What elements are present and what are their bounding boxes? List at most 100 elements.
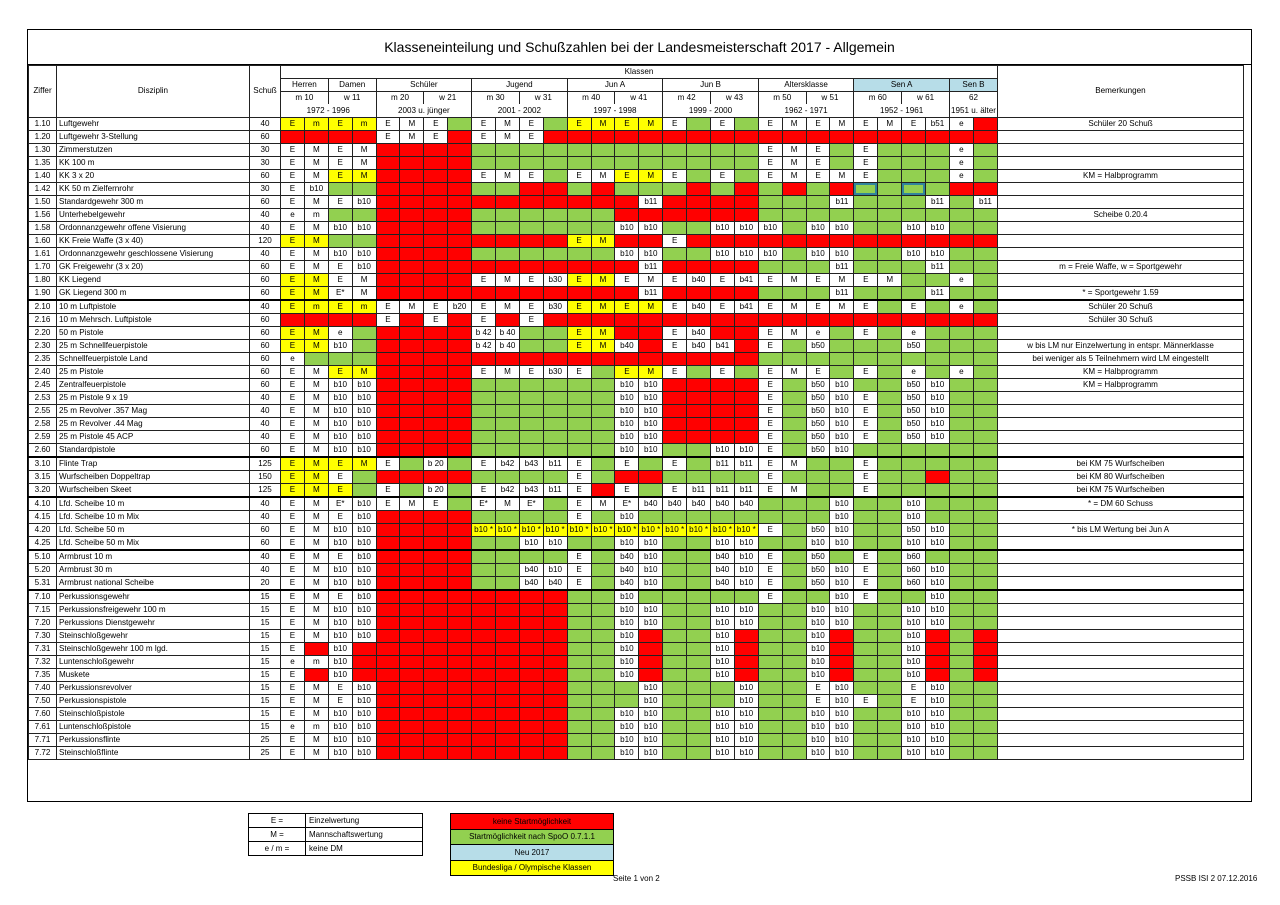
class-cell xyxy=(518,628,544,643)
class-cell xyxy=(447,719,473,734)
class-cell xyxy=(614,693,640,708)
class-cell xyxy=(829,325,855,340)
class-cell: E xyxy=(280,535,305,551)
class-cell xyxy=(375,259,401,274)
class-cell xyxy=(757,285,783,301)
class-cell xyxy=(399,194,425,209)
class-cell: E xyxy=(614,298,640,314)
class-cell xyxy=(518,615,544,630)
class-cell: b10 xyxy=(925,719,950,734)
class-cell xyxy=(877,615,903,630)
class-cell: m xyxy=(303,654,329,669)
ziffer-cell: 7.32 xyxy=(28,654,57,669)
class-cell xyxy=(471,548,497,564)
class-cell xyxy=(686,194,712,209)
class-cell: b10 xyxy=(805,654,831,669)
class-cell xyxy=(399,535,425,551)
class-cell xyxy=(423,325,449,340)
class-cell xyxy=(423,469,449,484)
class-code: w 21 xyxy=(423,91,473,105)
class-cell: b10 xyxy=(351,575,377,591)
class-cell xyxy=(590,220,616,235)
class-cell xyxy=(781,390,807,405)
bemerkung-cell xyxy=(996,602,1244,617)
class-cell xyxy=(686,680,712,695)
class-cell xyxy=(614,285,640,301)
class-cell xyxy=(375,181,401,196)
class-cell: b10 xyxy=(710,220,735,235)
bemerkung-cell: KM = Halbprogramm xyxy=(996,377,1244,392)
class-cell xyxy=(686,168,712,183)
ziffer-cell: 2.58 xyxy=(28,416,57,431)
class-cell: M xyxy=(351,272,377,287)
class-code: w 31 xyxy=(518,91,568,105)
disziplin-cell: GK Liegend 300 m xyxy=(56,285,250,301)
schuss-cell: 40 xyxy=(249,207,281,222)
bemerkung-cell xyxy=(996,155,1244,170)
class-cell: b10 xyxy=(638,693,664,708)
class-cell xyxy=(805,285,831,301)
class-cell: E xyxy=(662,325,688,340)
class-cell: E xyxy=(662,272,688,287)
class-cell: b10 xyxy=(351,220,377,235)
class-cell: E xyxy=(901,298,927,314)
class-cell: b10 xyxy=(327,628,353,643)
class-cell xyxy=(542,548,568,564)
class-cell: b50 xyxy=(805,390,831,405)
class-cell xyxy=(781,285,807,301)
class-cell: M xyxy=(303,706,329,721)
class-cell xyxy=(399,207,425,222)
class-cell xyxy=(590,548,616,564)
class-cell xyxy=(662,548,688,564)
class-cell xyxy=(471,732,497,747)
class-cell xyxy=(495,155,520,170)
class-cell xyxy=(662,562,688,577)
class-cell xyxy=(566,602,592,617)
class-cell: M xyxy=(781,298,807,314)
bemerkung-cell xyxy=(996,719,1244,734)
class-cell xyxy=(423,562,449,577)
disziplin-cell: Perkussionsfreigewehr 100 m xyxy=(56,602,250,617)
class-cell xyxy=(447,364,473,379)
class-cell xyxy=(733,259,759,274)
class-cell xyxy=(566,535,592,551)
class-cell xyxy=(829,364,855,379)
class-cell: E xyxy=(710,364,735,379)
class-cell xyxy=(781,429,807,444)
class-cell xyxy=(829,338,855,353)
class-cell xyxy=(447,168,473,183)
class-cell xyxy=(590,181,616,196)
class-cell: b40 xyxy=(710,575,735,591)
class-cell xyxy=(901,312,927,327)
class-cell: b10 xyxy=(638,602,664,617)
schuss-cell: 60 xyxy=(249,364,281,379)
class-cell: b10 xyxy=(805,667,831,682)
class-cell xyxy=(542,429,568,444)
class-cell: M xyxy=(590,338,616,353)
class-cell: b10 xyxy=(829,719,855,734)
class-cell xyxy=(399,285,425,301)
class-cell xyxy=(638,455,664,471)
ziffer-cell: 7.72 xyxy=(28,745,57,760)
class-cell xyxy=(972,325,998,340)
class-cell xyxy=(566,429,592,444)
class-cell: b10 xyxy=(327,706,353,721)
class-cell xyxy=(447,155,473,170)
class-cell xyxy=(853,719,879,734)
class-cell xyxy=(781,641,807,656)
class-cell: b10 xyxy=(351,535,377,551)
class-cell: M xyxy=(303,246,329,261)
class-cell xyxy=(781,233,807,248)
class-cell: b10 xyxy=(303,181,329,196)
class-cell xyxy=(781,522,807,537)
class-cell xyxy=(925,312,950,327)
class-cell xyxy=(447,548,473,564)
class-cell xyxy=(781,377,807,392)
class-cell xyxy=(566,588,592,604)
class-table: Ziffer Disziplin Schuß Klassen Bemerkungen He… xyxy=(28,65,1244,760)
class-cell xyxy=(542,469,568,484)
class-cell xyxy=(542,706,568,721)
class-cell xyxy=(948,706,974,721)
